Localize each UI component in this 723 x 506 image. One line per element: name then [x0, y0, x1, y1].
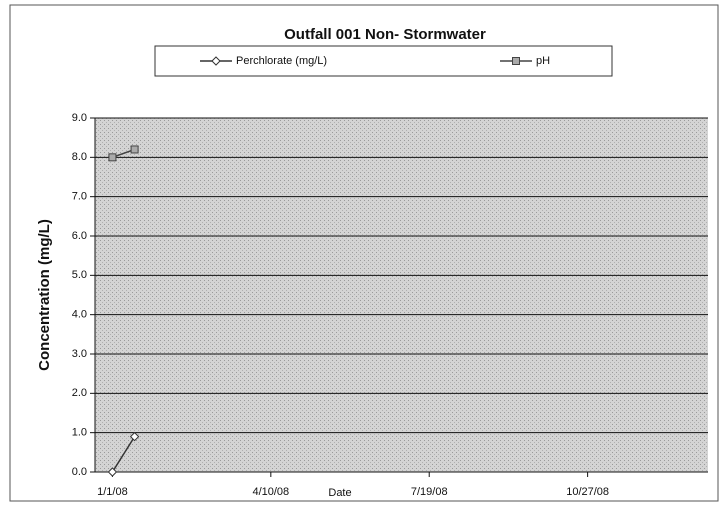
x-tick-label: 7/19/08 [411, 486, 448, 498]
y-tick-label: 3.0 [72, 348, 87, 360]
y-tick-label: 4.0 [72, 309, 87, 321]
legend-label: Perchlorate (mg/L) [236, 55, 327, 67]
plot-area [95, 118, 708, 472]
y-axis-label: Concentration (mg/L) [36, 219, 53, 371]
y-tick-label: 2.0 [72, 387, 87, 399]
x-tick-label: 4/10/08 [252, 486, 289, 498]
y-tick-label: 7.0 [72, 191, 87, 203]
x-tick-label: 1/1/08 [97, 486, 128, 498]
marker [130, 145, 139, 154]
y-tick-label: 0.0 [72, 466, 87, 478]
legend-label: pH [536, 55, 550, 67]
chart-title: Outfall 001 Non- Stormwater [284, 26, 486, 43]
marker [108, 153, 117, 162]
marker [512, 57, 520, 65]
series-line [111, 436, 136, 473]
y-tick-label: 8.0 [72, 151, 87, 163]
x-tick-label: 10/27/08 [566, 486, 609, 498]
marker [129, 431, 140, 442]
y-tick-label: 1.0 [72, 427, 87, 439]
marker [107, 467, 118, 477]
y-tick-label: 5.0 [72, 269, 87, 281]
x-axis-label: Date [328, 487, 351, 499]
y-tick-label: 6.0 [72, 230, 87, 242]
y-tick-label: 9.0 [72, 112, 87, 124]
marker [211, 56, 221, 66]
